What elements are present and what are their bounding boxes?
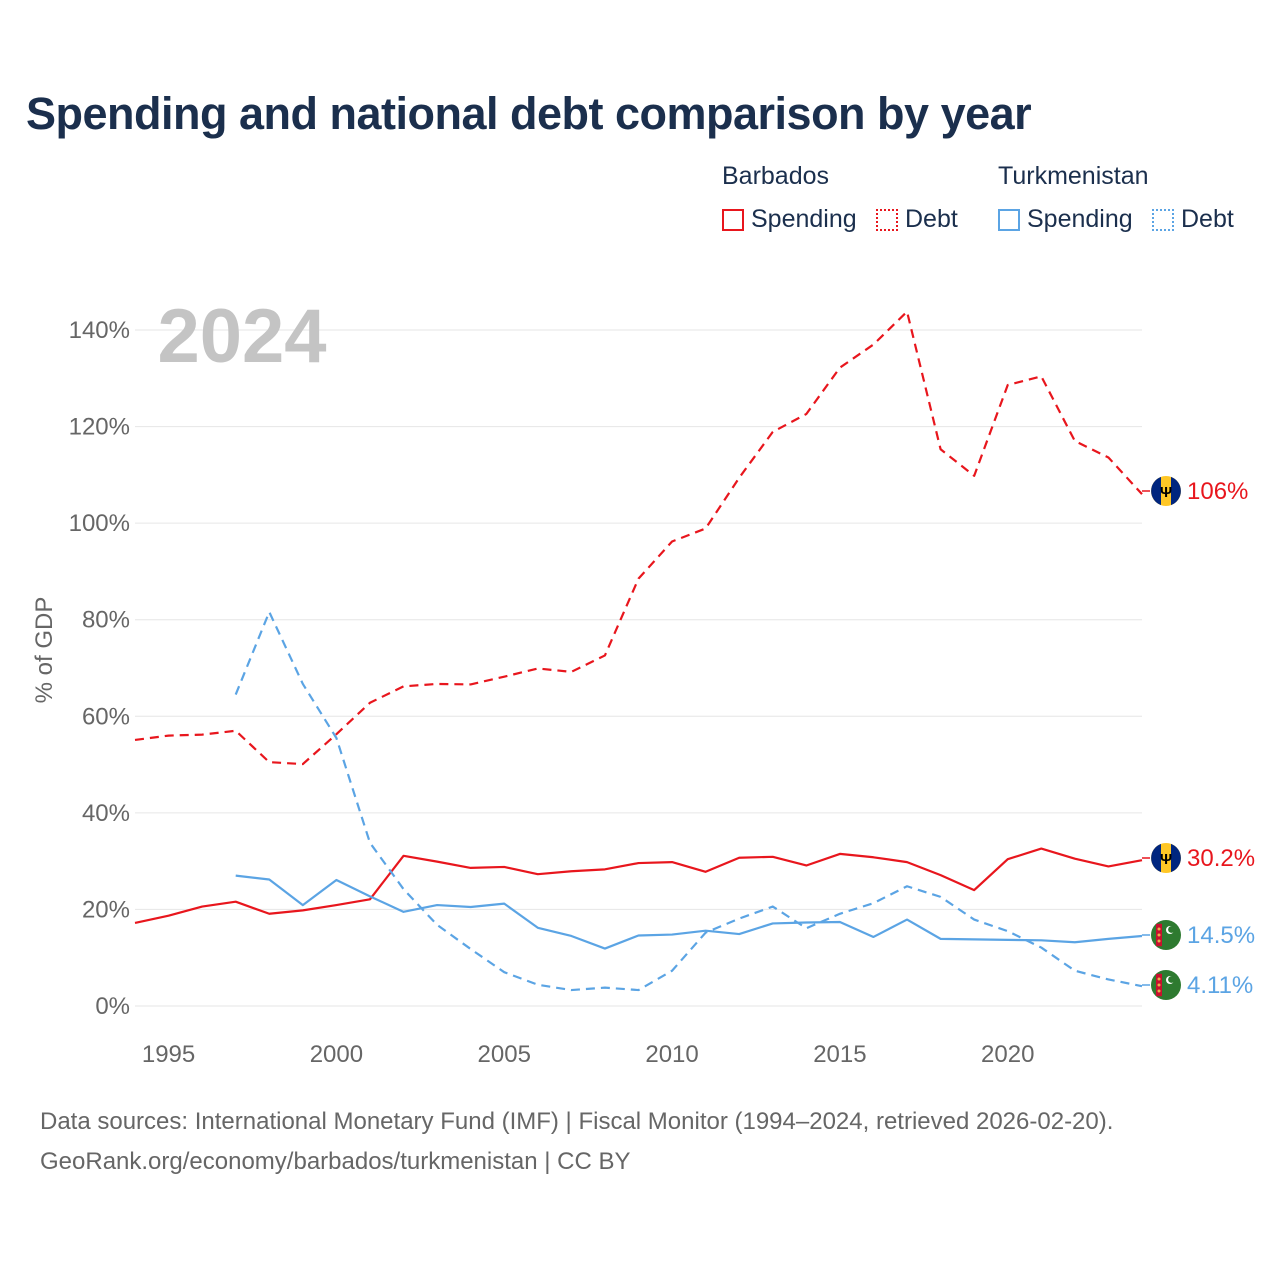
legend-label: Spending (751, 205, 857, 233)
x-tick-label: 2020 (981, 1041, 1034, 1068)
series-lines (134, 310, 1143, 992)
legend-label: Debt (1181, 205, 1234, 233)
end-marker-turkmenistan-spending: 14.5% (1142, 920, 1255, 950)
end-label-turkmenistan-debt: 4.11% (1187, 972, 1253, 999)
series-line-turkmenistan-debt[interactable] (234, 610, 1143, 992)
legend-label: Spending (1027, 205, 1133, 233)
solid-line-swatch-icon (998, 208, 1020, 231)
y-tick-label: 80% (82, 607, 130, 634)
legend-turkmenistan-heading: Turkmenistan (998, 162, 1149, 190)
turkmenistan-flag-icon (1151, 920, 1181, 950)
y-axis-label: % of GDP (31, 597, 58, 704)
legend-barbados-debt[interactable]: Debt (876, 205, 958, 234)
svg-text:Ψ: Ψ (1160, 484, 1172, 501)
series-line-barbados-spending[interactable] (134, 847, 1143, 925)
x-tick-label: 1995 (142, 1041, 195, 1068)
year-watermark: 2024 (157, 294, 326, 379)
turkmenistan-flag-icon (1151, 970, 1181, 1000)
y-tick-label: 20% (82, 896, 130, 923)
end-marker-turkmenistan-debt: 4.11% (1142, 970, 1253, 1000)
legend-barbados-spending[interactable]: Spending (722, 205, 857, 234)
legend-turkmenistan-spending[interactable]: Spending (998, 205, 1133, 234)
dotted-line-swatch-icon (876, 208, 898, 231)
end-label-turkmenistan-spending: 14.5% (1187, 922, 1255, 949)
x-axis-ticks: 1995 2000 2005 2010 2015 2020 (142, 1041, 1035, 1068)
barbados-flag-icon: Ψ (1151, 476, 1181, 506)
y-tick-label: 0% (95, 993, 130, 1020)
footer-credit[interactable]: GeoRank.org/economy/barbados/turkmenista… (40, 1148, 631, 1175)
end-marker-barbados-spending: Ψ 30.2% (1142, 843, 1255, 873)
series-line-turkmenistan-spending[interactable] (235, 874, 1143, 950)
y-tick-label: 120% (69, 414, 130, 441)
y-tick-label: 60% (82, 703, 130, 730)
gridlines (135, 329, 1142, 1007)
legend-turkmenistan-debt[interactable]: Debt (1152, 205, 1234, 234)
y-tick-label: 40% (82, 800, 130, 827)
footer-sources: Data sources: International Monetary Fun… (40, 1108, 1114, 1135)
x-tick-label: 2015 (813, 1041, 866, 1068)
series-line-barbados-debt[interactable] (134, 310, 1143, 766)
solid-line-swatch-icon (722, 208, 744, 231)
y-tick-label: 100% (69, 510, 130, 537)
legend-barbados-heading: Barbados (722, 162, 830, 190)
end-label-barbados-spending: 30.2% (1187, 845, 1255, 872)
svg-text:Ψ: Ψ (1160, 851, 1172, 868)
end-marker-barbados-debt: Ψ 106% (1142, 476, 1248, 506)
end-label-barbados-debt: 106% (1187, 478, 1248, 505)
x-tick-label: 2005 (478, 1041, 531, 1068)
y-tick-label: 140% (69, 317, 130, 344)
chart-title: Spending and national debt comparison by… (26, 88, 1032, 139)
x-tick-label: 2010 (645, 1041, 698, 1068)
dotted-line-swatch-icon (1152, 208, 1174, 231)
x-tick-label: 2000 (310, 1041, 363, 1068)
y-axis-ticks: 0% 20% 40% 60% 80% 100% 120% 140% (69, 317, 130, 1020)
barbados-flag-icon: Ψ (1151, 843, 1181, 873)
legend-label: Debt (905, 205, 958, 233)
